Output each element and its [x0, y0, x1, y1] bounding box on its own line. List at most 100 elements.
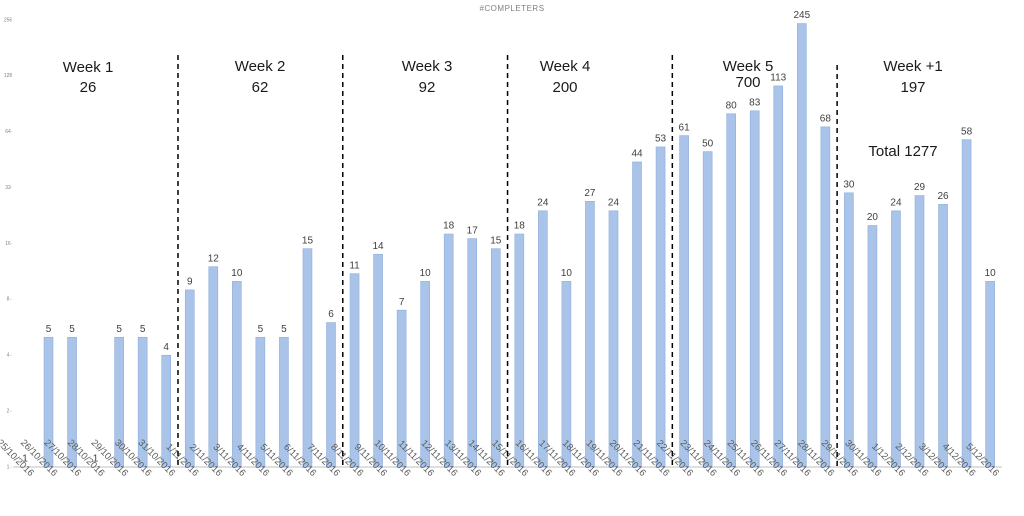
week-label: Week 5: [723, 58, 774, 75]
value-label: 17: [467, 225, 479, 236]
value-label: 1: [22, 454, 28, 465]
value-label: 113: [770, 73, 786, 84]
bar: [797, 23, 807, 468]
bar: [726, 113, 736, 468]
value-label: 29: [914, 182, 926, 193]
value-label: 12: [208, 253, 220, 264]
value-label: 4: [163, 342, 169, 353]
value-label: 44: [631, 149, 643, 160]
value-label: 245: [793, 10, 810, 21]
value-label: 24: [537, 197, 549, 208]
value-label: 5: [46, 324, 52, 335]
week-total: 92: [419, 79, 436, 96]
bar: [114, 336, 124, 468]
value-label: 9: [187, 277, 193, 288]
bar: [67, 336, 77, 468]
week-total: 62: [252, 79, 269, 96]
bar: [632, 161, 642, 468]
bar: [820, 126, 831, 468]
bar: [702, 151, 713, 468]
bar: [208, 266, 219, 468]
bar: [467, 238, 478, 468]
y-tick-label: 128: [4, 73, 13, 79]
value-label: 10: [231, 268, 243, 279]
bar: [538, 210, 548, 468]
value-label: 10: [420, 268, 432, 279]
bar: [679, 135, 689, 468]
y-tick-label: 32: [5, 185, 11, 191]
y-tick-label: 64: [5, 129, 11, 135]
value-label: 5: [258, 324, 264, 335]
bar: [373, 253, 383, 468]
y-tick-label: 2: [7, 408, 10, 414]
value-label: 18: [443, 221, 455, 232]
bar: [985, 281, 995, 468]
bar: [655, 146, 666, 468]
bar: [514, 233, 525, 468]
value-label: 5: [116, 324, 122, 335]
value-label: 53: [655, 134, 667, 145]
bar: [938, 204, 948, 468]
bar: [749, 110, 760, 468]
bar: [184, 289, 195, 468]
week-label: Week 3: [402, 58, 453, 75]
value-label: 61: [679, 122, 691, 133]
value-label: 5: [140, 324, 146, 335]
value-label: 26: [937, 191, 949, 202]
value-label: 27: [584, 188, 596, 199]
value-label: 68: [820, 114, 832, 125]
week-label: Week 4: [540, 58, 591, 75]
value-label: 1: [93, 454, 99, 465]
value-label: 5: [69, 324, 75, 335]
bar: [420, 281, 430, 468]
value-label: 18: [514, 221, 526, 232]
week-label: Week +1: [883, 58, 942, 75]
bar: [443, 233, 454, 468]
bar: [608, 210, 619, 468]
value-label: 15: [490, 235, 502, 246]
bar: [161, 354, 172, 468]
value-label: 24: [608, 197, 620, 208]
value-label: 24: [890, 197, 902, 208]
y-tick-label: 16: [5, 241, 11, 247]
value-label: 50: [702, 138, 714, 149]
bar: [396, 309, 407, 468]
y-tick-label: 256: [4, 17, 13, 23]
value-label: 5: [281, 324, 287, 335]
week-total: 700: [735, 74, 760, 91]
y-tick-label: 4: [7, 353, 10, 359]
value-label: 20: [867, 212, 879, 223]
bar: [43, 336, 54, 468]
value-label: 10: [561, 268, 573, 279]
bar: [349, 273, 360, 468]
bar: [490, 248, 501, 468]
week-label: Week 2: [235, 58, 286, 75]
bar: [585, 201, 595, 468]
bar: [867, 225, 878, 468]
bar: [961, 139, 972, 468]
value-label: 30: [843, 179, 855, 190]
value-label: 14: [373, 241, 385, 252]
week-label: Week 1: [63, 59, 114, 76]
chart-title: #COMPLETERS: [479, 4, 544, 13]
y-tick-label: 1: [7, 464, 10, 470]
bar: [232, 281, 242, 468]
week-total: 197: [900, 79, 925, 96]
bar: [326, 322, 336, 468]
value-label: 83: [749, 97, 761, 108]
week-total: 200: [552, 79, 577, 96]
week-total: 26: [80, 79, 97, 96]
value-label: 10: [985, 268, 997, 279]
bar: [914, 195, 925, 468]
bar: [137, 336, 148, 468]
bar: [773, 85, 784, 468]
bar: [891, 210, 901, 468]
total-annotation: Total 1277: [868, 143, 937, 160]
value-label: 15: [302, 235, 314, 246]
bar: [255, 336, 266, 468]
value-label: 6: [328, 309, 334, 320]
value-label: 7: [399, 297, 405, 308]
value-label: 80: [726, 100, 738, 111]
value-label: 11: [349, 260, 360, 271]
